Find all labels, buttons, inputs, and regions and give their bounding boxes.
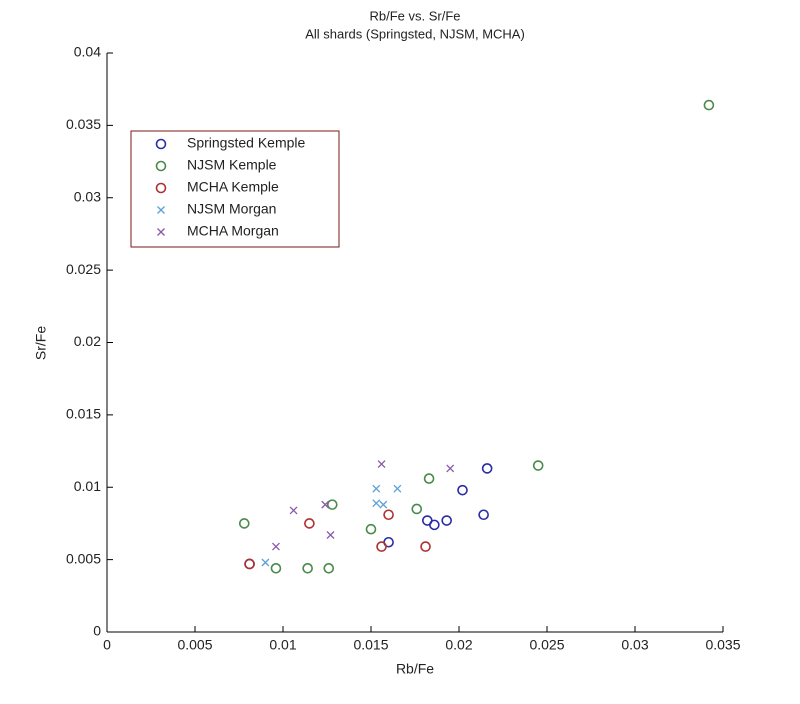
legend-label: Springsted Kemple <box>187 135 306 151</box>
data-point <box>420 541 431 552</box>
data-point <box>457 484 468 496</box>
x-tick-label: 0.015 <box>353 637 388 653</box>
y-tick-label: 0 <box>93 623 101 639</box>
x-tick-label: 0.01 <box>269 637 296 653</box>
data-point <box>478 509 489 521</box>
x-tick-label: 0 <box>103 637 111 653</box>
legend-label: MCHA Kemple <box>187 179 279 195</box>
x-axis-label: Rb/Fe <box>396 661 434 677</box>
data-point <box>365 523 377 535</box>
data-point <box>302 563 313 574</box>
data-point <box>326 531 335 539</box>
data-point <box>379 500 388 509</box>
data-point <box>383 509 394 521</box>
data-point <box>481 463 493 474</box>
x-tick-label: 0.02 <box>445 637 472 653</box>
legend-marker <box>155 182 167 194</box>
data-point <box>321 500 330 509</box>
data-point <box>376 541 387 552</box>
data-point <box>411 503 423 515</box>
data-point <box>238 518 250 529</box>
y-tick-label: 0.03 <box>74 188 101 204</box>
x-tick-label: 0.035 <box>705 637 740 653</box>
y-tick-label: 0.005 <box>66 550 101 566</box>
data-point <box>272 542 280 551</box>
data-point <box>244 558 255 570</box>
y-tick-label: 0.015 <box>66 406 101 422</box>
data-point <box>441 515 452 526</box>
legend-marker <box>155 160 167 172</box>
data-point <box>372 484 381 493</box>
data-point <box>703 99 715 111</box>
legend-label: NJSM Morgan <box>187 201 276 217</box>
data-point <box>304 518 315 529</box>
data-point <box>270 563 282 574</box>
y-tick-label: 0.04 <box>74 44 101 60</box>
data-point <box>429 519 440 531</box>
data-point <box>289 506 298 515</box>
data-point <box>532 460 544 471</box>
data-point <box>261 558 270 567</box>
y-axis-label: Sr/Fe <box>33 326 49 360</box>
y-tick-label: 0.02 <box>74 333 101 349</box>
x-tick-label: 0.03 <box>621 637 648 653</box>
data-point <box>372 499 381 508</box>
legend-label: NJSM Kemple <box>187 157 277 173</box>
x-tick-label: 0.025 <box>529 637 564 653</box>
data-point <box>393 484 402 493</box>
legend-label: MCHA Morgan <box>187 223 279 239</box>
x-tick-label: 0.005 <box>177 637 212 653</box>
chart-title: Rb/Fe vs. Sr/Fe <box>369 8 460 23</box>
data-point <box>423 473 435 484</box>
data-point <box>326 499 338 510</box>
legend-marker <box>155 138 167 150</box>
y-tick-label: 0.025 <box>66 261 101 277</box>
data-point <box>377 460 386 469</box>
y-tick-label: 0.035 <box>66 116 101 132</box>
y-tick-label: 0.01 <box>74 478 101 494</box>
data-point <box>323 563 335 574</box>
chart-subtitle: All shards (Springsted, NJSM, MCHA) <box>305 26 525 41</box>
legend-marker <box>157 228 165 236</box>
legend-marker <box>157 206 165 214</box>
data-point <box>446 464 455 473</box>
